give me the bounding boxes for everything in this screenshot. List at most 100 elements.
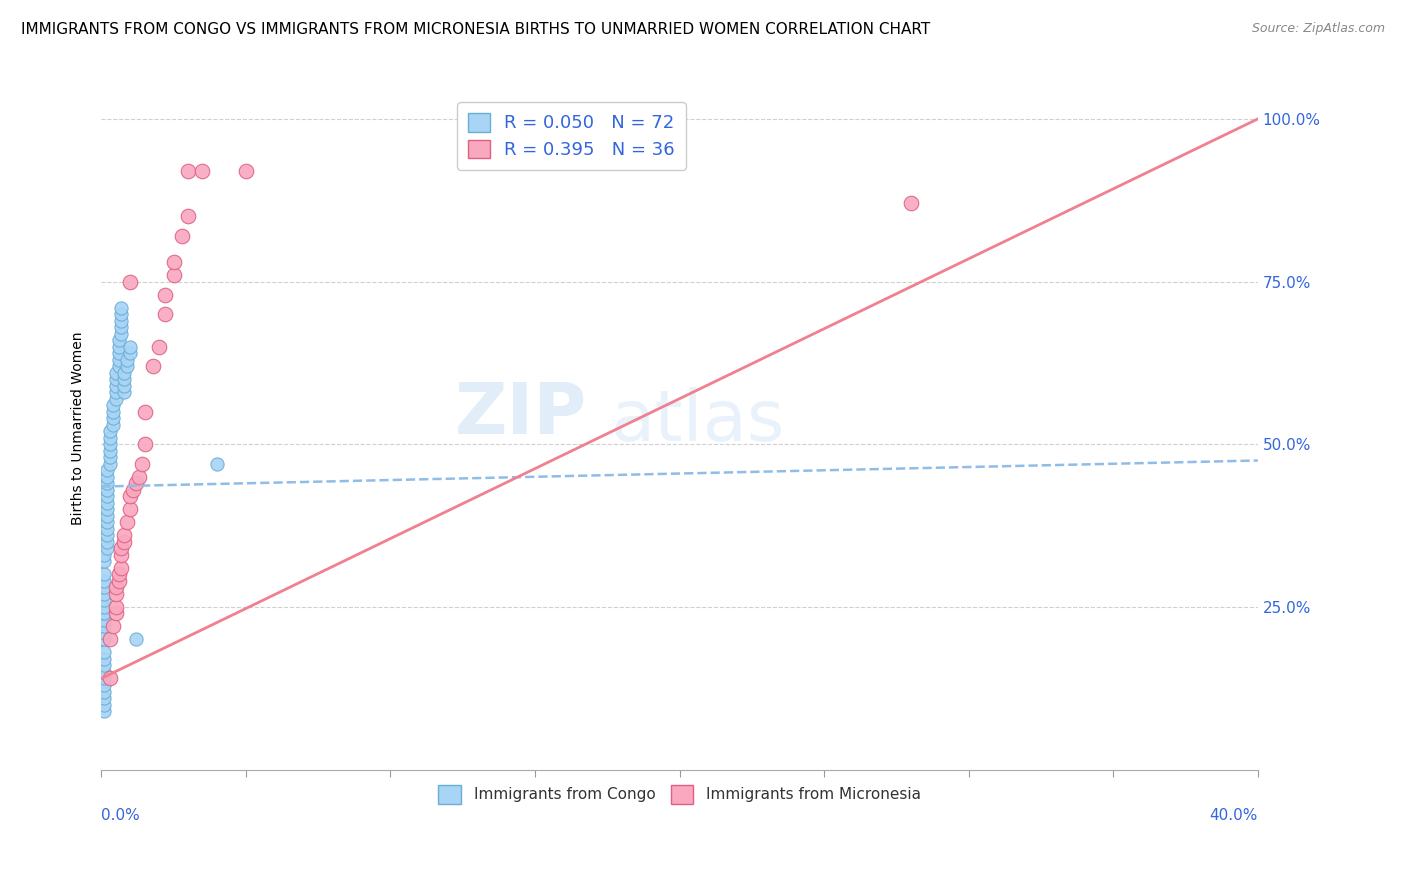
Point [101,619,124,633]
Point [104,378,127,392]
Point [235,164,257,178]
Point [112,378,135,392]
Point [162,255,184,269]
Point [93,658,115,673]
Point [110,561,132,575]
Point [125,476,148,491]
Point [110,541,132,556]
Point [162,268,184,282]
Point [93,548,115,562]
Point [107,359,129,373]
Point [104,581,127,595]
Point [104,366,127,380]
Point [177,164,200,178]
Point [93,613,115,627]
Text: ZIP: ZIP [454,380,586,449]
Point [98,424,121,438]
Point [101,411,124,425]
Point [120,346,142,360]
Point [120,489,142,503]
Point [177,210,200,224]
Point [93,607,115,621]
Point [120,275,142,289]
Point [107,346,129,360]
Point [98,672,121,686]
Point [115,516,138,530]
Point [93,684,115,698]
Point [107,567,129,582]
Point [96,508,118,523]
Point [110,320,132,334]
Point [96,463,118,477]
Point [120,340,142,354]
Point [142,359,165,373]
Point [93,587,115,601]
Point [191,164,214,178]
Point [205,457,228,471]
Point [153,307,176,321]
Point [93,645,115,659]
Point [93,665,115,679]
Point [101,398,124,412]
Point [104,599,127,614]
Point [104,607,127,621]
Point [96,483,118,497]
Point [93,672,115,686]
Point [122,483,145,497]
Point [93,704,115,718]
Point [112,366,135,380]
Point [107,352,129,367]
Point [93,698,115,712]
Point [93,607,115,621]
Point [98,450,121,465]
Point [112,372,135,386]
Point [115,352,138,367]
Point [110,307,132,321]
Point [110,313,132,327]
Point [134,437,156,451]
Point [110,548,132,562]
Point [93,567,115,582]
Point [104,392,127,406]
Point [101,417,124,432]
Y-axis label: Births to Unmarried Women: Births to Unmarried Women [72,331,86,524]
Point [96,476,118,491]
Point [131,457,153,471]
Point [153,287,176,301]
Point [148,340,170,354]
Point [93,554,115,568]
Point [112,528,135,542]
Point [93,574,115,588]
Point [93,652,115,666]
Point [101,405,124,419]
Point [104,587,127,601]
Point [107,333,129,347]
Text: IMMIGRANTS FROM CONGO VS IMMIGRANTS FROM MICRONESIA BIRTHS TO UNMARRIED WOMEN CO: IMMIGRANTS FROM CONGO VS IMMIGRANTS FROM… [21,22,931,37]
Point [96,496,118,510]
Point [112,534,135,549]
Point [98,431,121,445]
Point [134,405,156,419]
Point [115,359,138,373]
Point [125,632,148,647]
Text: 40.0%: 40.0% [1209,808,1258,823]
Point [107,340,129,354]
Point [112,385,135,400]
Point [96,502,118,516]
Point [96,528,118,542]
Point [104,372,127,386]
Point [96,522,118,536]
Point [98,632,121,647]
Point [128,470,150,484]
Point [98,457,121,471]
Point [96,516,118,530]
Point [98,443,121,458]
Point [110,301,132,315]
Point [96,534,118,549]
Point [107,574,129,588]
Point [93,599,115,614]
Point [120,502,142,516]
Point [98,437,121,451]
Point [900,196,922,211]
Point [96,489,118,503]
